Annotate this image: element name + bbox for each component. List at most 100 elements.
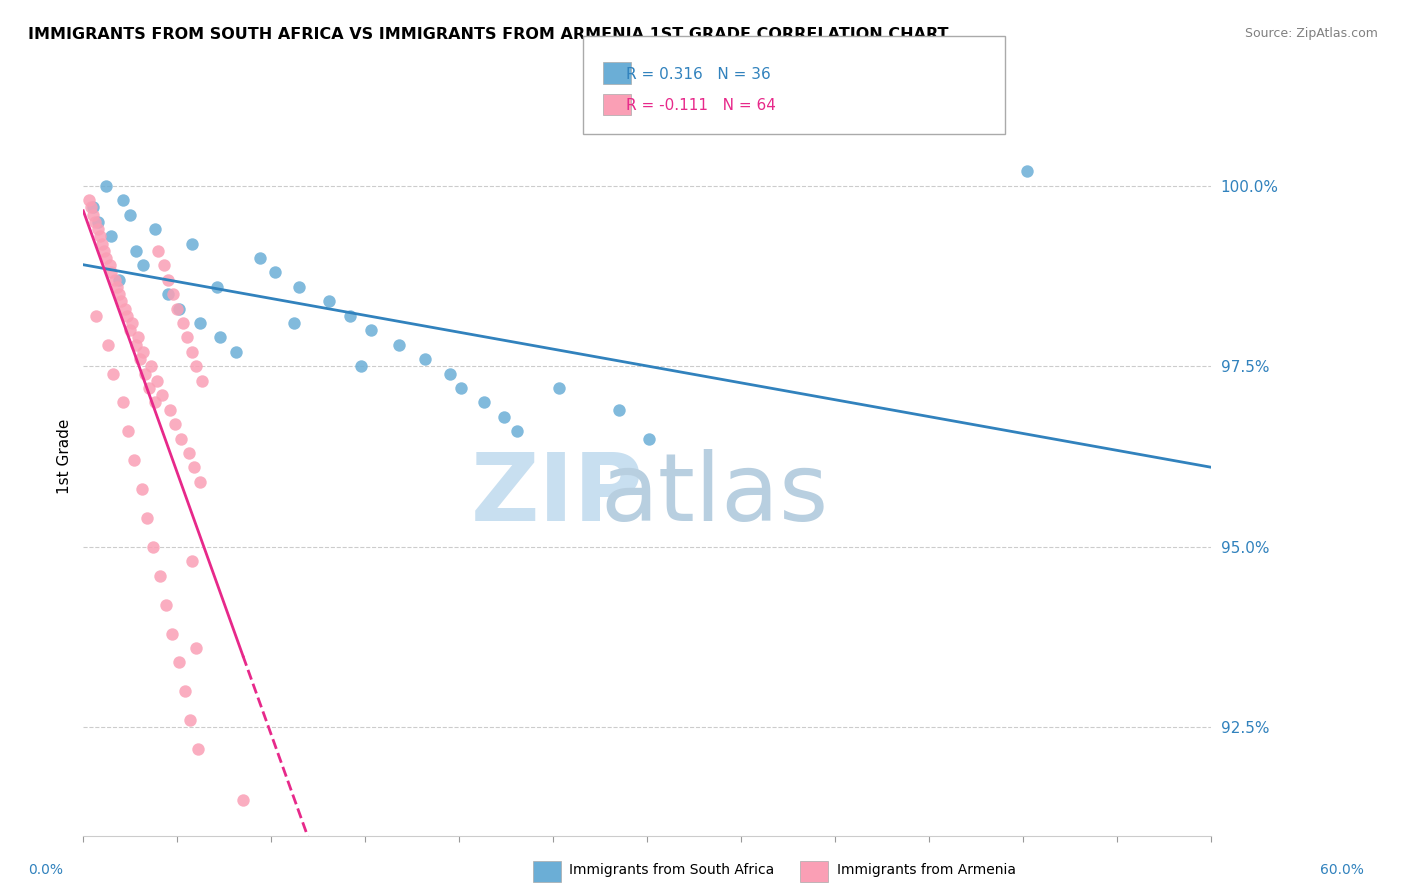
Point [288, 280, 311, 294]
Point [339, 309, 361, 323]
Point [145, 374, 167, 388]
Point [181, 554, 204, 568]
Point [80, 201, 103, 215]
Point [638, 432, 661, 446]
Point [264, 265, 287, 279]
Point [318, 294, 340, 309]
Text: 0.0%: 0.0% [28, 863, 63, 877]
Point [108, 287, 131, 301]
Point [86, 309, 108, 323]
Point [148, 244, 170, 258]
Point [87, 222, 110, 236]
Point [209, 330, 232, 344]
Point [170, 432, 193, 446]
Point [134, 367, 156, 381]
Point [114, 301, 136, 316]
Text: Source: ZipAtlas.com: Source: ZipAtlas.com [1244, 27, 1378, 40]
Point [184, 640, 207, 655]
Point [167, 656, 190, 670]
Point [94, 251, 117, 265]
Point [122, 453, 145, 467]
Point [156, 273, 179, 287]
Point [165, 417, 187, 431]
Point [125, 337, 148, 351]
Point [184, 359, 207, 374]
Point [82, 201, 104, 215]
Point [187, 742, 209, 756]
Point [153, 258, 176, 272]
Point [127, 330, 149, 344]
Point [177, 446, 200, 460]
Point [117, 425, 139, 439]
Point [249, 251, 271, 265]
Point [91, 236, 114, 251]
Point [472, 395, 495, 409]
Point [224, 344, 246, 359]
Point [179, 713, 201, 727]
Point [156, 287, 179, 301]
Point [494, 409, 516, 424]
Point [143, 222, 166, 236]
Point [94, 178, 117, 193]
Point [439, 367, 461, 381]
Point [120, 208, 142, 222]
Point [388, 337, 411, 351]
Point [167, 301, 190, 316]
Text: Immigrants from South Africa: Immigrants from South Africa [569, 863, 775, 877]
Point [115, 309, 138, 323]
Point [181, 236, 204, 251]
Point [139, 359, 162, 374]
Point [205, 280, 228, 294]
Point [547, 381, 569, 395]
Point [83, 215, 105, 229]
Point [104, 273, 127, 287]
Point [108, 273, 131, 287]
Point [87, 215, 110, 229]
Point [142, 540, 165, 554]
Point [138, 381, 160, 395]
Point [105, 280, 128, 294]
Point [176, 330, 198, 344]
Point [93, 244, 115, 258]
Y-axis label: 1st Grade: 1st Grade [58, 419, 72, 494]
Point [98, 258, 121, 272]
Text: Immigrants from Armenia: Immigrants from Armenia [837, 863, 1015, 877]
Point [103, 367, 125, 381]
Point [607, 402, 630, 417]
Point [160, 626, 183, 640]
Text: ZIP: ZIP [471, 449, 644, 541]
Point [131, 482, 153, 496]
Point [110, 294, 132, 309]
Point [100, 229, 122, 244]
Point [82, 208, 104, 222]
Point [413, 352, 436, 367]
Point [121, 316, 143, 330]
Point [150, 388, 173, 402]
Point [100, 265, 122, 279]
Point [136, 511, 159, 525]
Text: atlas: atlas [600, 449, 828, 541]
Point [89, 229, 111, 244]
Point [181, 344, 204, 359]
Point [132, 344, 155, 359]
Point [172, 316, 194, 330]
Point [232, 792, 254, 806]
Point [120, 323, 142, 337]
Point [173, 684, 195, 698]
Point [149, 568, 172, 582]
Point [97, 337, 120, 351]
Point [1015, 164, 1038, 178]
Point [77, 193, 100, 207]
Text: 60.0%: 60.0% [1320, 863, 1364, 877]
Point [111, 395, 134, 409]
Point [128, 352, 150, 367]
Point [506, 425, 529, 439]
Point [111, 193, 134, 207]
Point [350, 359, 373, 374]
Text: IMMIGRANTS FROM SOUTH AFRICA VS IMMIGRANTS FROM ARMENIA 1ST GRADE CORRELATION CH: IMMIGRANTS FROM SOUTH AFRICA VS IMMIGRAN… [28, 27, 949, 42]
Point [132, 258, 155, 272]
Point [125, 244, 148, 258]
Point [183, 460, 205, 475]
Point [450, 381, 472, 395]
Point [159, 402, 181, 417]
